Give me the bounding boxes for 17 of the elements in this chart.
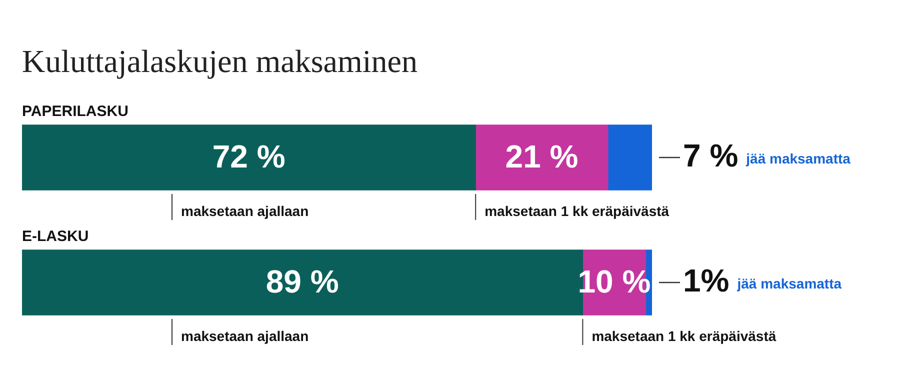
series-label: maksetaan ajallaan: [181, 203, 309, 219]
series-label: maksetaan 1 kk eräpäivästä: [484, 203, 670, 219]
data-label: 1%: [683, 262, 730, 298]
data-label: 72 %: [212, 138, 286, 174]
text: maksetaan ajallaan: [181, 328, 309, 344]
text: jää maksamatta: [746, 150, 850, 166]
y-tick-label: E-LASKU: [22, 228, 89, 245]
y-tick-label: PAPERILASKU: [22, 103, 128, 120]
data-label: 7 %: [683, 137, 738, 174]
text: jää maksamatta: [736, 275, 842, 292]
data-label: 21 %: [505, 138, 578, 174]
data-label: 89 %: [266, 263, 339, 300]
text: maksetaan 1 kk eräpäivästä: [592, 328, 776, 344]
bar: [22, 124, 476, 190]
chart-title: Kuluttajalaskujen maksaminen: [22, 43, 418, 79]
bar: [475, 124, 608, 190]
bar: [608, 124, 652, 190]
